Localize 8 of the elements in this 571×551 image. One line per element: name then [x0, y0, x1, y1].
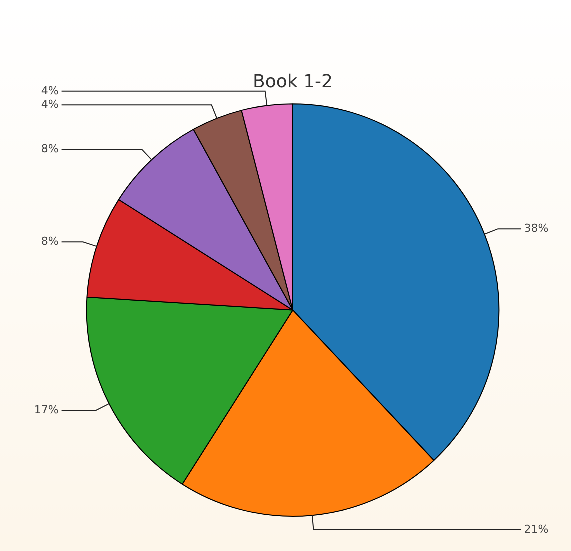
chart-title: Book 1-2 [253, 71, 333, 92]
data-label: 8% [41, 234, 59, 248]
data-label: 4% [41, 84, 59, 98]
data-label: 38% [524, 222, 549, 235]
data-label: 17% [34, 403, 59, 416]
data-label: 8% [41, 142, 59, 156]
data-label: 4% [41, 98, 59, 112]
data-label: 21% [524, 522, 549, 536]
